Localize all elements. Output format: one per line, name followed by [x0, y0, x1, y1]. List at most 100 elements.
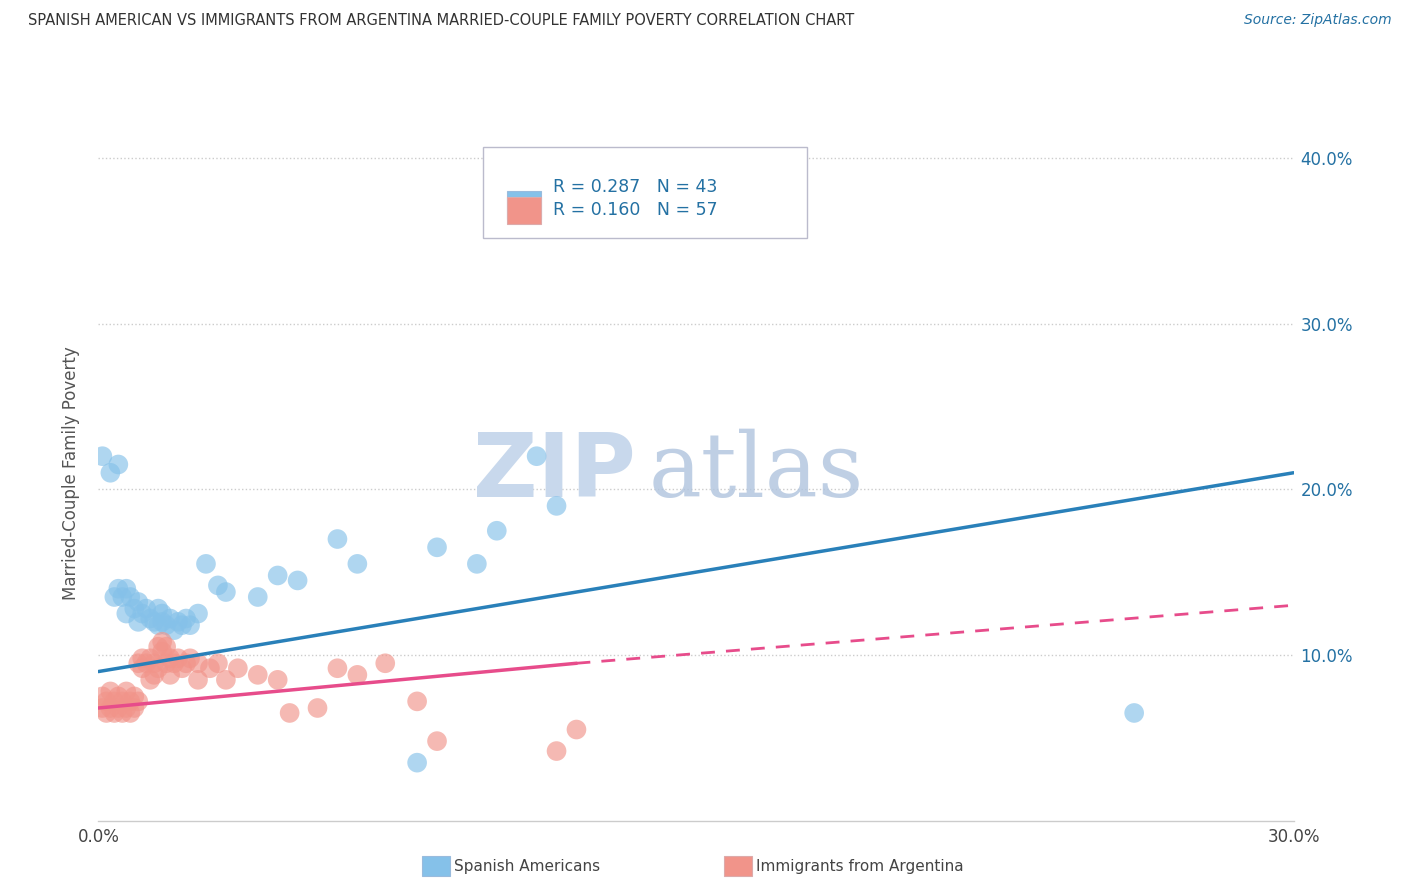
Point	[127, 595, 149, 609]
Point	[346, 557, 368, 571]
Point	[107, 582, 129, 596]
Point	[131, 661, 153, 675]
Point	[167, 651, 190, 665]
Point	[172, 661, 194, 675]
Point	[148, 661, 170, 675]
Point	[124, 690, 146, 704]
Point	[179, 651, 201, 665]
Point	[406, 756, 429, 770]
Point	[91, 449, 114, 463]
Point	[148, 618, 170, 632]
Point	[179, 618, 201, 632]
Point	[426, 541, 449, 555]
Point	[226, 661, 249, 675]
Point	[135, 657, 157, 671]
Point	[103, 590, 125, 604]
Point	[326, 532, 349, 546]
Point	[406, 694, 429, 708]
Point	[426, 734, 449, 748]
Point	[1123, 706, 1146, 720]
Point	[526, 449, 548, 463]
Point	[115, 684, 138, 698]
Point	[143, 615, 166, 629]
Point	[131, 651, 153, 665]
Point	[159, 611, 181, 625]
Point	[485, 524, 508, 538]
Point	[124, 601, 146, 615]
Point	[163, 623, 186, 637]
Point	[465, 557, 488, 571]
Point	[267, 568, 290, 582]
Point	[155, 640, 177, 654]
Point	[111, 694, 134, 708]
Text: R = 0.287   N = 43: R = 0.287 N = 43	[553, 178, 717, 196]
Point	[120, 706, 142, 720]
Text: atlas: atlas	[648, 429, 863, 516]
Point	[163, 657, 186, 671]
Point	[107, 690, 129, 704]
Point	[100, 466, 122, 480]
Point	[159, 668, 181, 682]
Point	[207, 657, 229, 671]
Point	[167, 615, 190, 629]
Point	[546, 499, 568, 513]
Point	[174, 611, 197, 625]
Point	[187, 673, 209, 687]
Point	[115, 607, 138, 621]
Point	[215, 585, 238, 599]
Text: ZIP: ZIP	[474, 429, 637, 516]
Text: SPANISH AMERICAN VS IMMIGRANTS FROM ARGENTINA MARRIED-COUPLE FAMILY POVERTY CORR: SPANISH AMERICAN VS IMMIGRANTS FROM ARGE…	[28, 13, 855, 29]
Point	[115, 701, 138, 715]
Point	[139, 673, 162, 687]
Point	[159, 651, 181, 665]
Point	[111, 590, 134, 604]
FancyBboxPatch shape	[508, 191, 541, 219]
Point	[103, 694, 125, 708]
Point	[127, 615, 149, 629]
Point	[278, 706, 301, 720]
Point	[195, 557, 218, 571]
Point	[150, 645, 173, 659]
Point	[115, 582, 138, 596]
Point	[111, 706, 134, 720]
Point	[124, 701, 146, 715]
Point	[96, 694, 118, 708]
Point	[215, 673, 238, 687]
Text: Source: ZipAtlas.com: Source: ZipAtlas.com	[1244, 13, 1392, 28]
Point	[139, 651, 162, 665]
Point	[100, 684, 122, 698]
Point	[287, 574, 309, 588]
Point	[150, 615, 173, 629]
Point	[148, 640, 170, 654]
Text: Spanish Americans: Spanish Americans	[454, 859, 600, 873]
Point	[155, 618, 177, 632]
Point	[187, 657, 209, 671]
Point	[139, 611, 162, 625]
Point	[150, 607, 173, 621]
Point	[103, 706, 125, 720]
Point	[326, 661, 349, 675]
Point	[143, 668, 166, 682]
Point	[91, 690, 114, 704]
Point	[155, 657, 177, 671]
Point	[127, 694, 149, 708]
Point	[246, 590, 269, 604]
Point	[546, 744, 568, 758]
Point	[374, 657, 396, 671]
FancyBboxPatch shape	[508, 196, 541, 225]
Point	[107, 458, 129, 472]
Point	[346, 668, 368, 682]
Point	[267, 673, 290, 687]
Y-axis label: Married-Couple Family Poverty: Married-Couple Family Poverty	[62, 346, 80, 599]
Point	[565, 723, 588, 737]
Point	[148, 601, 170, 615]
Point	[307, 701, 329, 715]
Point	[174, 657, 197, 671]
Point	[96, 706, 118, 720]
FancyBboxPatch shape	[484, 147, 807, 238]
Text: R = 0.160   N = 57: R = 0.160 N = 57	[553, 202, 717, 219]
Point	[172, 618, 194, 632]
Point	[127, 657, 149, 671]
Point	[187, 607, 209, 621]
Point	[91, 701, 114, 715]
